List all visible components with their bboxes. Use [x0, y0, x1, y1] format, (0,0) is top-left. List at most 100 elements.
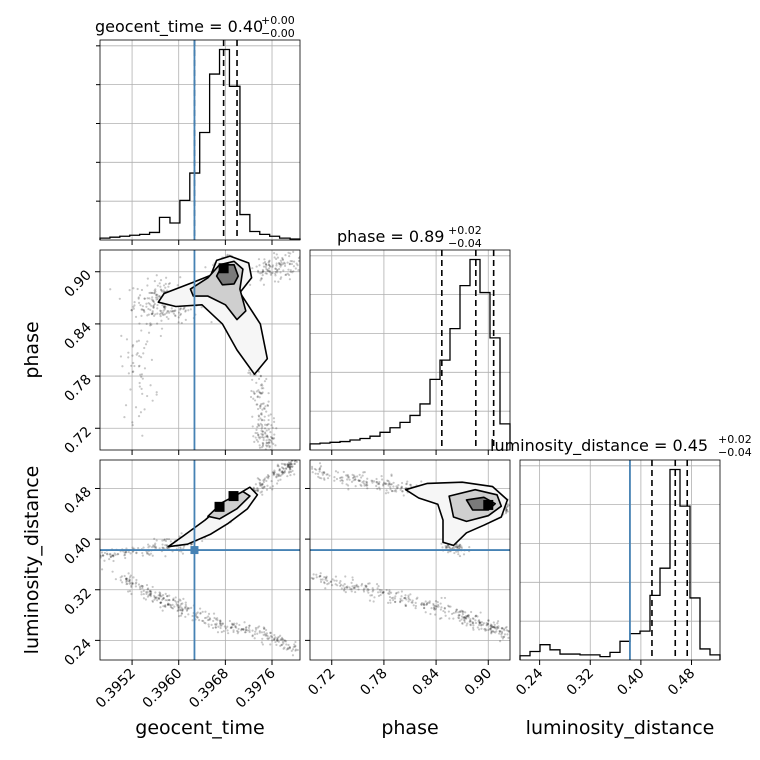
- axis-label-luminosity-distance-y: luminosity_distance: [21, 466, 43, 655]
- panel-geocent-time-vs-luminosity-distance-sample-330: [161, 546, 164, 549]
- panel-geocent-time-vs-phase-sample-170: [167, 310, 170, 313]
- panel-geocent-time-vs-luminosity-distance-sample-468: [151, 600, 154, 603]
- panel-phase-vs-luminosity-distance-sample-718: [357, 588, 360, 591]
- panel-geocent-time-vs-luminosity-distance-sample-181: [109, 555, 112, 559]
- panel-phase-vs-luminosity-distance-sample-229: [334, 470, 338, 473]
- panel-geocent-time-vs-luminosity-distance-sample-45: [256, 490, 259, 493]
- panel-geocent-time-vs-phase-sample-791: [281, 262, 285, 266]
- panel-geocent-time-vs-phase-sample-594: [260, 413, 263, 416]
- panel-geocent-time-vs-luminosity-distance-sample-742: [159, 595, 162, 598]
- panel-geocent-time-vs-luminosity-distance-sample-189: [261, 486, 264, 489]
- panel-geocent-time-vs-luminosity-distance-sample-488: [169, 604, 173, 607]
- panel-geocent-time-vs-luminosity-distance-sample-317: [147, 543, 150, 546]
- panel-geocent-time-vs-phase-sample-13: [165, 311, 168, 315]
- panel-phase-vs-luminosity-distance-sample-673: [465, 624, 468, 627]
- panel-geocent-time-vs-phase-sample-772: [268, 264, 272, 268]
- panel-geocent-time-vs-luminosity-distance-sample-483: [288, 646, 291, 649]
- panel-geocent-time-vs-phase-sample-796: [289, 269, 292, 272]
- panel-phase-vs-luminosity-distance-sample-350: [338, 476, 342, 480]
- panel-phase-vs-luminosity-distance-xtick-label-0: 0.72: [305, 666, 338, 699]
- panel-geocent-time-vs-luminosity-distance-sample-489: [183, 606, 187, 609]
- panel-geocent-time-vs-luminosity-distance-sample-612: [197, 619, 201, 622]
- panel-geocent-time-vs-phase-sample-77: [164, 286, 167, 289]
- panel-geocent-time-vs-phase-sample-240: [142, 308, 145, 312]
- panel-geocent-time-vs-phase-sample-159: [130, 309, 133, 312]
- panel-geocent-time-vs-luminosity-distance-sample-640: [285, 648, 288, 651]
- panel-geocent-time-vs-phase-sample-535: [261, 441, 264, 445]
- panel-phase-vs-luminosity-distance-sample-457: [403, 596, 406, 600]
- panel-phase-vs-luminosity-distance-sample-640: [506, 633, 509, 636]
- panel-phase-vs-luminosity-distance-sample-256: [342, 470, 345, 474]
- panel-geocent-time-vs-luminosity-distance-sample-772: [177, 600, 180, 603]
- panel-geocent-time-vs-luminosity-distance-sample-586: [140, 590, 143, 594]
- panel-geocent-time-vs-phase-sample-778: [279, 277, 282, 280]
- panel-geocent-time-vs-luminosity-distance-sample-222: [153, 546, 156, 549]
- panel-geocent-time-vs-luminosity-distance-sample-444: [148, 590, 151, 593]
- panel-phase-vs-luminosity-distance-sample-455: [319, 580, 323, 583]
- panel-phase-vs-luminosity-distance-sample-207: [366, 477, 369, 480]
- panel-geocent-time-vs-luminosity-distance-sample-272: [288, 464, 291, 467]
- panel-geocent-time-vs-phase-sample-727: [261, 268, 264, 272]
- panel-geocent-time-vs-luminosity-distance-ytick-label-0: 0.24: [61, 636, 94, 669]
- panel-geocent-time-vs-luminosity-distance-sample-639: [177, 606, 180, 609]
- panel-phase-vs-luminosity-distance-sample-783: [459, 546, 462, 549]
- panel-geocent-time-vs-luminosity-distance-sample-164: [284, 463, 287, 467]
- panel-phase-vs-luminosity-distance-sample-422: [338, 581, 341, 585]
- panel-phase-vs-luminosity-distance-sample-232: [511, 500, 513, 502]
- panel-geocent-time-vs-phase-sample-684: [250, 389, 253, 393]
- panel-phase-vs-luminosity-distance-sample-160: [506, 505, 509, 508]
- panel-geocent-time-vs-luminosity-distance-sample-734: [149, 590, 153, 593]
- panel-geocent-time-vs-phase-sample-279: [212, 263, 215, 267]
- panel-geocent-time-vs-luminosity-distance-sample-381: [276, 463, 279, 466]
- panel-geocent-time-vs-luminosity-distance-sample-657: [274, 640, 277, 644]
- panel-geocent-time-vs-luminosity-distance-sample-557: [179, 604, 182, 607]
- panel-geocent-time-vs-luminosity-distance-sample-604: [258, 630, 261, 633]
- panel-geocent-time-vs-phase-sample-862: [134, 406, 138, 409]
- panel-phase-vs-luminosity-distance-sample-142: [311, 467, 314, 470]
- panel-geocent-time-vs-phase-sample-897: [138, 364, 141, 367]
- panel-phase-vs-luminosity-distance-sample-722: [355, 584, 358, 588]
- panel-phase-vs-luminosity-distance-sample-170: [350, 480, 354, 483]
- panel-geocent-time-vs-phase-sample-155: [163, 313, 167, 316]
- panel-phase-vs-luminosity-distance-sample-374: [352, 476, 355, 479]
- panel-geocent-time-vs-luminosity-distance-sample-698: [160, 601, 163, 604]
- panel-geocent-time-vs-luminosity-distance-sample-161: [289, 465, 292, 468]
- panel-phase-vs-luminosity-distance-sample-662: [404, 596, 407, 599]
- panel-geocent-time-vs-luminosity-distance-sample-599: [207, 618, 211, 621]
- panel-phase-vs-luminosity-distance-sample-458: [471, 617, 474, 620]
- panel-geocent-time-vs-phase-sample-735: [286, 272, 289, 275]
- panel-geocent-time-vs-phase-sample-239: [150, 304, 153, 307]
- panel-geocent-time-vs-phase-sample-846: [147, 331, 151, 334]
- panel-geocent-time-vs-phase-sample-116: [152, 304, 156, 307]
- panel-phase-vs-luminosity-distance-sample-415: [466, 614, 469, 618]
- panel-geocent-time-vs-luminosity-distance-sample-619: [119, 579, 122, 582]
- panel-geocent-time-vs-luminosity-distance-sample-430: [140, 584, 143, 588]
- panel-geocent-time-vs-phase-sample-891: [130, 309, 133, 312]
- panel-phase-vs-luminosity-distance-sample-528: [443, 606, 446, 610]
- panel-geocent-time-vs-phase-sample-709: [259, 436, 262, 439]
- panel-phase-vs-luminosity-distance-sample-487: [433, 608, 436, 611]
- panel-phase-vs-luminosity-distance-sample-99: [320, 477, 323, 480]
- panel-geocent-time-vs-phase-sample-792: [267, 261, 270, 264]
- panel-geocent-time-vs-phase-sample-690: [267, 441, 270, 445]
- panel-phase-vs-luminosity-distance-sample-114: [336, 471, 340, 474]
- panel-geocent-time-vs-luminosity-distance-sample-705: [291, 648, 295, 651]
- panel-geocent-time-vs-luminosity-distance-sample-611: [271, 639, 274, 642]
- panel-geocent-time-vs-phase-sample-153: [153, 289, 156, 292]
- panel-phase-vs-luminosity-distance-sample-557: [428, 600, 431, 603]
- panel-geocent-time-vs-luminosity-distance-sample-614: [126, 590, 130, 593]
- panel-geocent-time-vs-luminosity-distance-sample-495: [179, 614, 183, 617]
- panel-geocent-time-vs-luminosity-distance-sample-632: [279, 638, 282, 641]
- panel-geocent-time-vs-luminosity-distance-sample-118: [263, 477, 266, 480]
- panel-geocent-time-vs-phase-sample-899: [136, 351, 139, 355]
- panel-geocent-time-vs-luminosity-distance-sample-645: [114, 578, 117, 581]
- panel-phase-vs-luminosity-distance-sample-726: [424, 611, 427, 614]
- panel-geocent-time-vs-phase-sample-852: [140, 329, 143, 332]
- panel-geocent-time-vs-luminosity-distance-frame: [99, 459, 301, 661]
- panel-phase-vs-luminosity-distance-sample-9: [366, 484, 369, 487]
- panel-phase-vs-luminosity-distance-sample-705: [480, 621, 483, 624]
- panel-phase-vs-luminosity-distance-sample-100: [358, 473, 361, 476]
- panel-geocent-time-vs-phase-sample-882: [132, 344, 135, 347]
- panel-geocent-time-vs-phase-sample-534: [272, 437, 275, 440]
- panel-phase-vs-luminosity-distance-sample-681: [463, 621, 466, 624]
